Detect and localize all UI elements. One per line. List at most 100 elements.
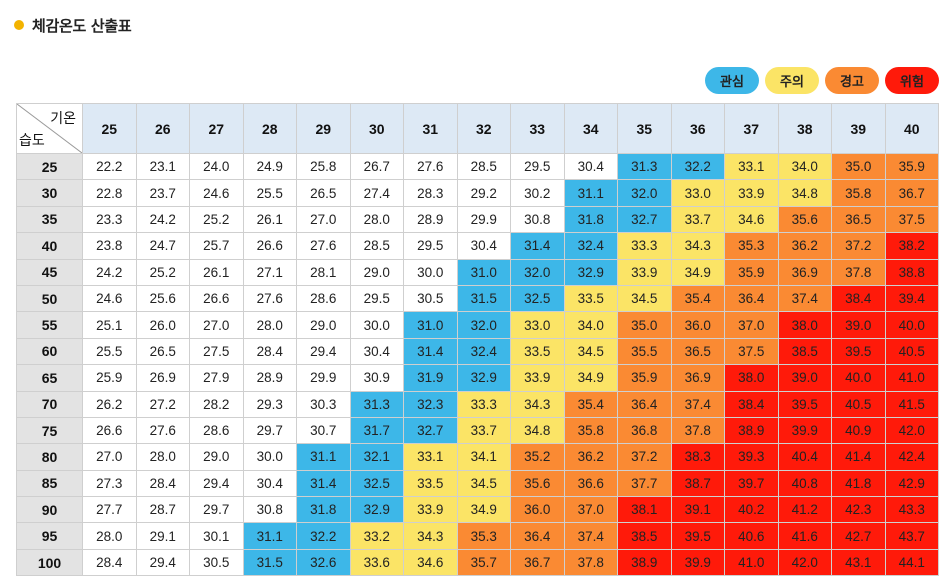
table-cell: 39.5 bbox=[670, 522, 725, 550]
table-cell: 29.4 bbox=[189, 469, 244, 498]
table-cell: 23.3 bbox=[82, 205, 137, 234]
table-cell: 27.0 bbox=[296, 205, 351, 234]
table-row: 95 28.0 29.1 30.1 31.1 32.2 33.2 34.3 35.3 36.4 37… bbox=[16, 522, 939, 550]
table-cell: 39.7 bbox=[724, 469, 779, 498]
table-cell: 33.0 bbox=[670, 179, 725, 207]
table-cell: 28.5 bbox=[349, 232, 404, 260]
table-cell: 35.6 bbox=[510, 469, 565, 498]
table-cell: 27.3 bbox=[82, 469, 137, 498]
table-cell: 36.5 bbox=[831, 205, 886, 234]
humidity-header: 45 bbox=[16, 258, 83, 286]
table-cell: 28.7 bbox=[135, 496, 190, 524]
table-cell: 39.0 bbox=[777, 364, 832, 392]
table-cell: 35.3 bbox=[724, 232, 779, 260]
table-cell: 31.7 bbox=[349, 416, 404, 445]
table-cell: 41.0 bbox=[724, 548, 779, 577]
table-cell: 24.2 bbox=[82, 258, 137, 286]
table-cell: 30.2 bbox=[510, 179, 565, 207]
table-cell: 41.5 bbox=[884, 390, 939, 418]
table-cell: 30.3 bbox=[296, 390, 351, 418]
table-cell: 41.0 bbox=[884, 364, 939, 392]
legend-pill: 위험 bbox=[885, 67, 939, 94]
table-cell: 29.3 bbox=[242, 390, 297, 418]
table-cell: 42.3 bbox=[831, 496, 886, 524]
table-cell: 30.0 bbox=[403, 258, 458, 286]
table-cell: 38.3 bbox=[670, 443, 725, 471]
table-cell: 33.7 bbox=[670, 205, 725, 234]
table-row: 40 23.8 24.7 25.7 26.6 27.6 28.5 29.5 30.4 31.4 32… bbox=[16, 232, 939, 260]
table-cell: 34.6 bbox=[724, 205, 779, 234]
table-cell: 27.0 bbox=[189, 311, 244, 339]
table-cell: 24.9 bbox=[242, 152, 297, 181]
legend: 관심 주의 경고 위험 bbox=[705, 67, 939, 94]
table-cell: 37.5 bbox=[724, 337, 779, 366]
table-cell: 30.4 bbox=[563, 152, 618, 181]
table-cell: 32.0 bbox=[617, 179, 672, 207]
temperature-header: 25 bbox=[82, 103, 137, 154]
table-cell: 43.1 bbox=[831, 548, 886, 577]
table-cell: 30.0 bbox=[242, 443, 297, 471]
table-cell: 43.7 bbox=[884, 522, 939, 550]
table-cell: 29.7 bbox=[189, 496, 244, 524]
table-cell: 36.7 bbox=[884, 179, 939, 207]
table-cell: 32.3 bbox=[403, 390, 458, 418]
table-cell: 36.2 bbox=[563, 443, 618, 471]
table-cell: 26.0 bbox=[135, 311, 190, 339]
table-cell: 37.4 bbox=[670, 390, 725, 418]
temperature-axis-label: 기온 bbox=[50, 110, 76, 126]
table-cell: 28.2 bbox=[189, 390, 244, 418]
table-cell: 26.7 bbox=[349, 152, 404, 181]
temperature-header: 28 bbox=[242, 103, 297, 154]
table-cell: 25.5 bbox=[242, 179, 297, 207]
diagonal-line-icon bbox=[17, 104, 82, 153]
table-cell: 32.1 bbox=[349, 443, 404, 471]
table-cell: 39.3 bbox=[724, 443, 779, 471]
table-row: 45 24.2 25.2 26.1 27.1 28.1 29.0 30.0 31.0 32.0 32… bbox=[16, 258, 939, 286]
table-cell: 30.1 bbox=[189, 522, 244, 550]
table-cell: 38.7 bbox=[670, 469, 725, 498]
table-cell: 23.8 bbox=[82, 232, 137, 260]
table-cell: 34.0 bbox=[563, 311, 618, 339]
table-cell: 34.1 bbox=[456, 443, 511, 471]
table-cell: 29.4 bbox=[296, 337, 351, 366]
table-cell: 33.3 bbox=[617, 232, 672, 260]
table-cell: 37.8 bbox=[563, 548, 618, 577]
humidity-header: 100 bbox=[16, 548, 83, 577]
table-cell: 35.7 bbox=[456, 548, 511, 577]
table-cell: 35.8 bbox=[563, 416, 618, 445]
table-cell: 34.9 bbox=[670, 258, 725, 286]
table-cell: 26.6 bbox=[189, 284, 244, 313]
table-cell: 24.2 bbox=[135, 205, 190, 234]
table-cell: 37.2 bbox=[831, 232, 886, 260]
table-cell: 31.3 bbox=[617, 152, 672, 181]
table-cell: 25.2 bbox=[189, 205, 244, 234]
table-cell: 28.0 bbox=[135, 443, 190, 471]
table-cell: 33.9 bbox=[724, 179, 779, 207]
table-cell: 33.1 bbox=[724, 152, 779, 181]
table-cell: 31.9 bbox=[403, 364, 458, 392]
table-cell: 25.6 bbox=[135, 284, 190, 313]
table-cell: 37.0 bbox=[724, 311, 779, 339]
table-row: 70 26.2 27.2 28.2 29.3 30.3 31.3 32.3 33.3 34.3 35… bbox=[16, 390, 939, 418]
table-cell: 31.0 bbox=[403, 311, 458, 339]
table-cell: 28.5 bbox=[456, 152, 511, 181]
table-cell: 32.7 bbox=[403, 416, 458, 445]
table-cell: 31.4 bbox=[403, 337, 458, 366]
table-cell: 32.7 bbox=[617, 205, 672, 234]
table-cell: 29.9 bbox=[456, 205, 511, 234]
table-cell: 32.2 bbox=[670, 152, 725, 181]
table-cell: 38.8 bbox=[884, 258, 939, 286]
table-cell: 34.8 bbox=[777, 179, 832, 207]
bullet-dot-icon bbox=[14, 20, 24, 30]
table-cell: 42.4 bbox=[884, 443, 939, 471]
table-cell: 38.5 bbox=[777, 337, 832, 366]
table-cell: 30.7 bbox=[296, 416, 351, 445]
table-cell: 26.6 bbox=[82, 416, 137, 445]
table-row: 90 27.7 28.7 29.7 30.8 31.8 32.9 33.9 34.9 36.0 37… bbox=[16, 496, 939, 524]
table-cell: 33.9 bbox=[403, 496, 458, 524]
table-cell: 24.0 bbox=[189, 152, 244, 181]
table-cell: 40.4 bbox=[777, 443, 832, 471]
humidity-header: 80 bbox=[16, 443, 83, 471]
table-row: 100 28.4 29.4 30.5 31.5 32.6 33.6 34.6 35.7 36.7 3… bbox=[16, 548, 939, 577]
table-cell: 38.5 bbox=[617, 522, 672, 550]
